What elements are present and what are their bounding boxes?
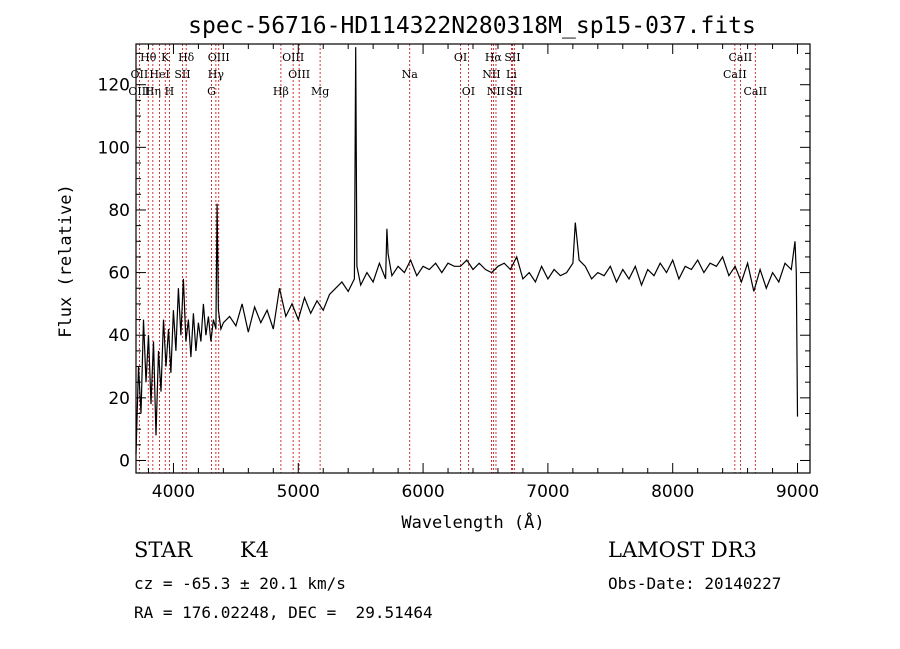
emission-line-label: NII bbox=[487, 85, 505, 98]
x-tick-label: 9000 bbox=[776, 482, 819, 502]
observation-date: Obs-Date: 20140227 bbox=[608, 574, 782, 593]
y-tick-label: 60 bbox=[108, 264, 130, 284]
emission-line-label: CaII bbox=[723, 68, 747, 81]
chart-title: spec-56716-HD114322N280318M_sp15-037.fit… bbox=[188, 13, 756, 39]
emission-line-label: Hγ bbox=[208, 68, 225, 81]
emission-line-label: SII bbox=[504, 51, 520, 64]
y-tick-label: 120 bbox=[98, 76, 130, 96]
emission-line-label: OIII bbox=[128, 85, 150, 98]
emission-line-label: Hδ bbox=[178, 51, 195, 64]
x-tick-label: 5000 bbox=[277, 482, 320, 502]
emission-line-label: K bbox=[161, 51, 170, 64]
emission-line-label: G bbox=[207, 85, 216, 98]
y-tick-label: 40 bbox=[108, 326, 130, 346]
emission-line-label: OIII bbox=[288, 68, 310, 81]
x-tick-label: 6000 bbox=[401, 482, 444, 502]
x-axis-ticks: 4000 5000 6000 7000 8000 9000 bbox=[147, 44, 819, 502]
emission-line-label: SII bbox=[174, 68, 190, 81]
emission-line-label: Na bbox=[402, 68, 419, 81]
emission-line-label: Li bbox=[506, 68, 517, 81]
emission-line-label: OII bbox=[131, 68, 149, 81]
object-class: STAR bbox=[134, 538, 193, 562]
emission-line-label: OI bbox=[462, 85, 475, 98]
x-tick-label: 4000 bbox=[152, 482, 195, 502]
coordinates: RA = 176.02248, DEC = 29.51464 bbox=[134, 603, 433, 622]
x-tick-label: 8000 bbox=[651, 482, 694, 502]
y-tick-label: 80 bbox=[108, 201, 130, 221]
spectrum-series-line bbox=[135, 47, 799, 455]
emission-line-label: NII bbox=[482, 68, 500, 81]
emission-line-label: CaII bbox=[729, 51, 753, 64]
emission-line-markers bbox=[138, 44, 756, 473]
emission-line-label: CaII bbox=[743, 85, 767, 98]
emission-line-label: HeI bbox=[149, 68, 169, 81]
emission-line-label: Mg bbox=[311, 85, 329, 98]
survey-name: LAMOST DR3 bbox=[608, 538, 757, 562]
y-tick-label: 0 bbox=[119, 451, 130, 471]
y-tick-label: 20 bbox=[108, 389, 130, 409]
x-axis-label: Wavelength (Å) bbox=[401, 511, 544, 533]
emission-line-label: Hβ bbox=[273, 85, 289, 98]
emission-line-label: OIII bbox=[282, 51, 304, 64]
emission-line-label: SII bbox=[506, 85, 522, 98]
redshift-value: cz = -65.3 ± 20.1 km/s bbox=[134, 574, 346, 593]
emission-line-labels: Hθ OII OIII K HeI Hη Hδ SII H OIII Hγ G OIII OIII Hβ Mg… bbox=[128, 51, 767, 98]
emission-line-label: Hα bbox=[485, 51, 503, 64]
emission-line-label: Hη bbox=[145, 85, 161, 98]
y-tick-label: 100 bbox=[98, 138, 130, 158]
emission-line-label: OIII bbox=[208, 51, 230, 64]
x-tick-label: 7000 bbox=[526, 482, 569, 502]
y-axis-label: Flux (relative) bbox=[56, 184, 76, 338]
y-axis-ticks: 0 20 40 60 80 100 120 bbox=[98, 52, 810, 471]
object-subclass: K4 bbox=[240, 538, 270, 562]
emission-line-label: H bbox=[165, 85, 175, 98]
plot-frame bbox=[135, 43, 811, 474]
emission-line-label: Hθ bbox=[140, 51, 157, 64]
emission-line-label: OI bbox=[454, 51, 467, 64]
